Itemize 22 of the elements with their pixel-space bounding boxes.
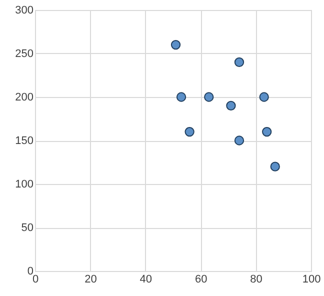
point [226, 100, 236, 111]
y-tick-label: 250 [15, 48, 34, 60]
x-tick-label: 80 [250, 274, 262, 286]
x-tick-label: 100 [302, 274, 321, 286]
y-tick-label: 150 [15, 135, 34, 147]
point [170, 40, 181, 50]
y-tick-label: 50 [21, 222, 34, 234]
y-tick-label: 100 [15, 178, 34, 190]
point [234, 57, 244, 68]
x-tick-label: 60 [194, 274, 208, 286]
y-tick-label: 300 [15, 4, 34, 16]
point [234, 136, 244, 146]
point [204, 92, 214, 102]
x-tick-label: 20 [84, 274, 97, 286]
point [262, 126, 272, 137]
point [184, 126, 194, 137]
point [270, 162, 280, 172]
x-tick-label: 40 [140, 274, 152, 286]
y-tick-label: 0 [27, 266, 34, 278]
point [259, 92, 269, 102]
point [176, 92, 186, 102]
y-tick-label: 200 [15, 92, 34, 104]
